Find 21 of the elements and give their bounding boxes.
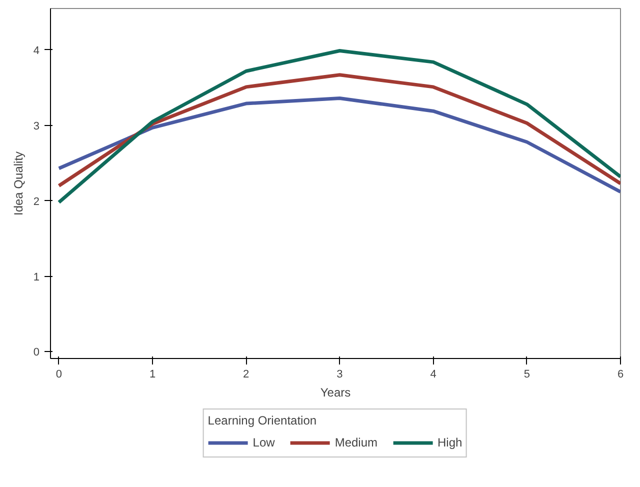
y-tick-label: 0 xyxy=(33,346,40,359)
y-tick-label: 2 xyxy=(33,196,40,208)
x-tick-label: 3 xyxy=(336,368,343,380)
legend-title: Learning Orientation xyxy=(208,414,318,428)
x-tick-label: 4 xyxy=(430,368,436,380)
line-series xyxy=(57,96,620,194)
y-tick-label: 4 xyxy=(33,44,40,57)
y-tick-label: 3 xyxy=(33,120,40,132)
x-tick-label: 1 xyxy=(149,368,156,380)
legend-label: Low xyxy=(252,436,275,450)
x-tick-label: 0 xyxy=(56,368,62,380)
y-axis-title: Idea Quality xyxy=(11,151,26,216)
y-tick-label: 1 xyxy=(33,271,40,284)
x-tick-label: 5 xyxy=(524,368,530,380)
x-tick-label: 6 xyxy=(617,368,624,380)
legend-label: Medium xyxy=(334,436,378,450)
line-series xyxy=(57,48,620,204)
legend-label: High xyxy=(438,436,462,450)
line-series xyxy=(57,73,620,188)
x-axis-title: Years xyxy=(320,386,351,400)
x-tick-label: 2 xyxy=(243,368,250,380)
